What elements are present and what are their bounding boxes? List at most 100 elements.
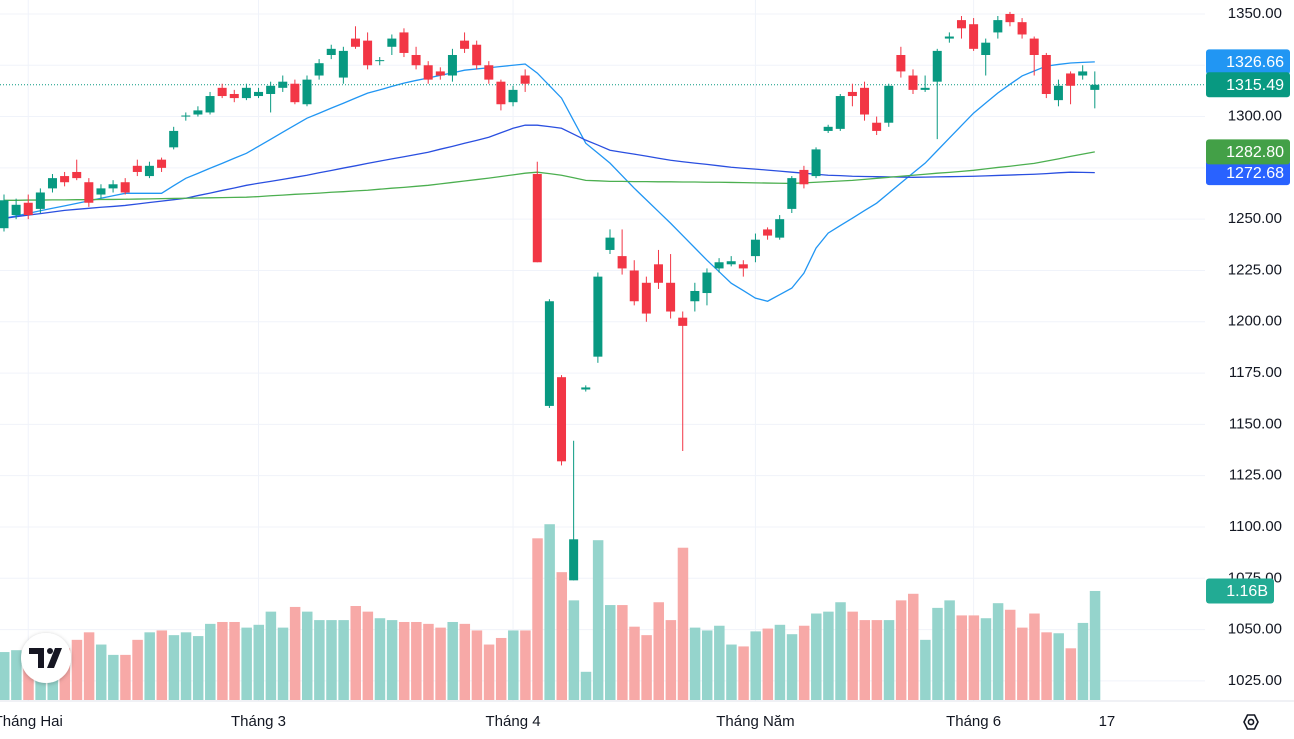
candle-body — [181, 115, 191, 117]
candle-body — [447, 54, 457, 76]
volume-bar — [738, 646, 749, 700]
candle-body — [472, 44, 482, 66]
candle-body — [750, 239, 760, 257]
candle-body — [593, 276, 603, 357]
price-tag-label: 1.16B — [1226, 583, 1268, 600]
volume-bar — [95, 644, 107, 700]
volume-bar — [968, 615, 980, 700]
tradingview-logo[interactable] — [21, 633, 71, 683]
volume-bar — [338, 620, 349, 700]
candle-body — [35, 192, 45, 209]
x-tick-label: Tháng Năm — [716, 713, 794, 730]
volume-bar — [302, 611, 313, 700]
candle-body — [811, 149, 821, 177]
y-tick-label: 1125.00 — [1229, 467, 1282, 484]
volume-bar — [1065, 648, 1077, 700]
candle-body — [1017, 22, 1027, 35]
y-tick-label: 1050.00 — [1228, 621, 1282, 638]
volume-bar — [350, 606, 361, 700]
volume-bar — [253, 624, 265, 700]
volume-bar — [920, 639, 931, 700]
price-tag — [1206, 72, 1290, 98]
candle-body — [120, 182, 130, 193]
volume-bar — [592, 540, 604, 700]
volume-bar — [314, 620, 325, 700]
volume-bar — [847, 611, 858, 700]
volume-bar — [180, 632, 192, 700]
candle-body — [496, 81, 506, 105]
settings-icon — [1243, 714, 1259, 730]
candle-body — [605, 237, 615, 250]
moving-average-line — [4, 151, 1095, 201]
candle-body — [205, 96, 215, 113]
volume-bar — [520, 630, 531, 700]
volume-bar — [895, 600, 907, 700]
volume-bar — [859, 620, 871, 700]
settings-button[interactable] — [1243, 714, 1259, 730]
volume-bar — [386, 620, 398, 700]
candle-body — [132, 165, 142, 172]
volume-bar — [641, 635, 652, 700]
candle-body — [690, 290, 700, 302]
candle-body — [1041, 54, 1051, 94]
candle-body — [872, 122, 882, 131]
volume-bar — [411, 621, 422, 700]
volume-bar — [617, 605, 628, 700]
volume-bar — [1041, 632, 1052, 700]
candle-body — [47, 178, 57, 189]
volume-bar — [0, 652, 10, 700]
volume-bar — [556, 572, 568, 700]
candle-body — [520, 75, 530, 84]
candle-body — [193, 110, 203, 115]
volume-bar — [459, 623, 471, 700]
candle-body — [920, 87, 930, 90]
volume-bar — [156, 630, 168, 700]
volume-bar — [241, 627, 252, 700]
volume-bar — [798, 625, 810, 700]
volume-bar — [726, 644, 737, 700]
price-tag — [1206, 160, 1290, 186]
candle-body — [884, 85, 894, 123]
candle-body — [581, 387, 591, 390]
y-tick-label: 1150.00 — [1229, 415, 1282, 432]
candle-body — [60, 176, 70, 183]
candle-body — [326, 48, 336, 55]
candle-body — [932, 50, 942, 82]
volume-bar — [811, 613, 822, 700]
candle-body — [399, 32, 409, 53]
candle-body — [617, 256, 627, 269]
logo-glyph — [29, 648, 44, 668]
candle-body — [908, 75, 918, 90]
volume-bar — [495, 637, 507, 700]
candle-body — [387, 38, 397, 47]
candle-body — [787, 178, 797, 209]
candle-body — [532, 174, 542, 263]
candle-body — [1078, 71, 1088, 76]
volume-bar — [1004, 609, 1016, 700]
price-tag-label: 1315.49 — [1226, 77, 1284, 94]
y-tick-label: 1100.00 — [1229, 518, 1282, 535]
candle-body — [302, 79, 312, 105]
volume-bar — [786, 634, 798, 700]
volume-bar — [229, 621, 240, 700]
logo-circle — [21, 633, 71, 683]
candle-body — [96, 188, 106, 195]
volume-bar — [629, 626, 640, 700]
candle-body — [956, 20, 966, 29]
volume-bar — [471, 630, 483, 700]
candle-body — [1090, 84, 1100, 90]
volume-bar — [1077, 622, 1089, 700]
volume-bar — [835, 602, 846, 700]
volume-bar — [1053, 633, 1064, 700]
volume-bar — [653, 602, 664, 700]
volume-bar — [447, 621, 458, 700]
volume-bar — [1017, 627, 1028, 700]
candle-body — [569, 539, 579, 581]
volume-bar — [908, 593, 919, 700]
y-tick-label: 1300.00 — [1228, 108, 1282, 125]
candle-body — [629, 270, 639, 302]
candle-body — [290, 83, 300, 103]
candle-body — [1066, 73, 1076, 86]
volume-bar — [774, 624, 786, 700]
